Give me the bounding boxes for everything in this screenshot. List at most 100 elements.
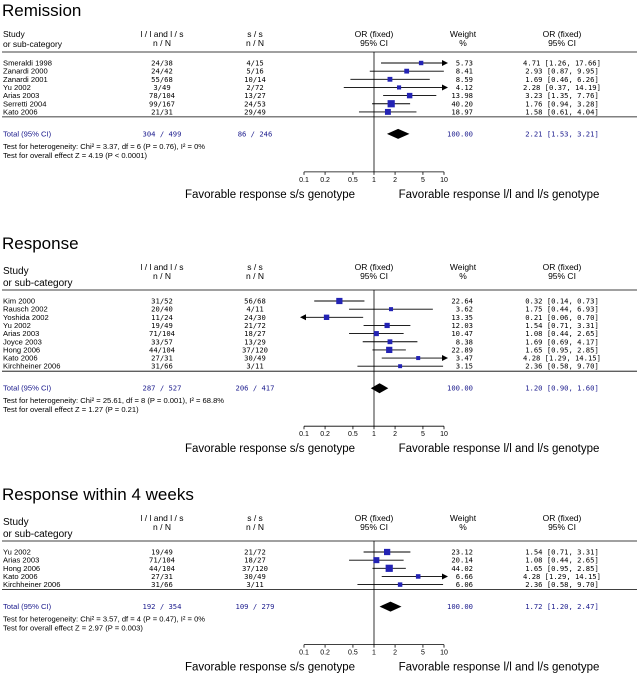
study-label: Zanardi 2000: [3, 67, 48, 76]
x-tick-label: 10: [440, 177, 448, 184]
group2-count: 18/27: [244, 556, 266, 565]
point-estimate: [387, 76, 393, 82]
x-tick-label: 1: [372, 177, 376, 184]
point-estimate: [373, 331, 379, 337]
or-ci-value: 2.28 [0.37, 14.19]: [523, 83, 601, 92]
or-ci-subheader: 95% CI: [548, 271, 576, 281]
group1-count: 44/104: [149, 564, 175, 573]
point-estimate: [323, 314, 330, 320]
group2-count: 2/72: [246, 83, 263, 92]
x-tick-label: 5: [421, 650, 425, 657]
favors-right-label: Favorable response l/l and l/s genotype: [399, 662, 600, 674]
ci-arrow-right: [442, 573, 448, 580]
point-estimate: [387, 339, 393, 345]
group1-subheader: n / N: [153, 271, 171, 281]
x-tick-label: 0.1: [299, 431, 309, 438]
or-ci-value: 0.32 [0.14, 0.73]: [525, 297, 599, 306]
study-header: Study: [3, 266, 29, 277]
group1-count: 71/104: [149, 556, 175, 565]
group2-count: 3/11: [246, 362, 263, 371]
group1-count: 44/104: [149, 345, 175, 354]
or-ci-value: 1.65 [0.95, 2.85]: [525, 345, 599, 354]
favors-right-label: Favorable response l/l and l/s genotype: [399, 189, 600, 201]
ci-arrow-left: [300, 314, 306, 321]
group2-count: 13/29: [244, 337, 266, 346]
point-estimate: [383, 548, 391, 556]
or-plot-subheader: 95% CI: [360, 271, 388, 281]
weight-value: 23.12: [451, 548, 473, 557]
overall-effect-test: Test for overall effect Z = 2.97 (P = 0.…: [3, 624, 143, 633]
point-estimate: [418, 60, 424, 66]
study-label: Zanardi 2001: [3, 75, 48, 84]
weight-value: 22.64: [451, 297, 473, 306]
or-ci-value: 1.69 [0.69, 4.17]: [525, 337, 599, 346]
study-label: Kirchheiner 2006: [3, 362, 60, 371]
or-ci-value: 4.28 [1.29, 14.15]: [523, 354, 601, 363]
or-plot-header: OR (fixed): [355, 262, 394, 272]
favors-left-label: Favorable response s/s genotype: [185, 662, 355, 674]
total-group2: 86 / 246: [238, 129, 273, 138]
or-ci-value: 1.08 [0.44, 2.65]: [525, 556, 599, 565]
group1-count: 99/167: [149, 99, 175, 108]
x-tick-label: 0.5: [348, 650, 358, 657]
weight-value: 13.35: [451, 313, 473, 322]
study-label: Yoshida 2002: [3, 313, 49, 322]
x-tick-label: 0.2: [320, 177, 330, 184]
group1-count: 31/66: [151, 362, 173, 371]
heterogeneity-test: Test for heterogeneity: Chi² = 25.61, df…: [3, 396, 224, 405]
point-estimate: [384, 108, 391, 115]
weight-subheader: %: [459, 271, 467, 281]
group1-subheader: n / N: [153, 38, 171, 48]
ci-arrow-right: [442, 355, 448, 362]
weight-subheader: %: [459, 522, 467, 532]
x-tick-label: 0.1: [299, 650, 309, 657]
group1-count: 19/49: [151, 321, 173, 330]
group2-header: s / s: [247, 513, 263, 523]
x-tick-label: 2: [393, 431, 397, 438]
group2-count: 13/27: [244, 91, 266, 100]
point-estimate: [398, 364, 403, 369]
study-header: Study: [3, 517, 29, 528]
group1-count: 24/38: [151, 59, 173, 68]
weight-value: 6.66: [456, 572, 473, 581]
study-label: Yu 2002: [3, 321, 31, 330]
point-estimate: [373, 557, 380, 564]
group2-count: 21/72: [244, 321, 266, 330]
study-label: Joyce 2003: [3, 337, 42, 346]
total-or-ci: 1.72 [1.20, 2.47]: [525, 602, 599, 611]
weight-value: 8.38: [456, 337, 473, 346]
point-estimate: [397, 582, 403, 587]
weight-header: Weight: [450, 262, 477, 272]
point-estimate: [384, 322, 390, 329]
point-estimate: [404, 68, 410, 74]
study-label: Smeraldi 1998: [3, 59, 52, 68]
group2-count: 18/27: [244, 329, 266, 338]
total-group1: 192 / 354: [143, 602, 182, 611]
group1-count: 31/66: [151, 580, 173, 589]
point-estimate: [415, 574, 421, 579]
or-plot-subheader: 95% CI: [360, 38, 388, 48]
group2-count: 4/11: [246, 305, 263, 314]
favors-left-label: Favorable response s/s genotype: [185, 443, 355, 455]
weight-value: 44.02: [451, 564, 473, 573]
group2-count: 24/30: [244, 313, 266, 322]
section-title: Remission: [2, 1, 81, 20]
favors-right-label: Favorable response l/l and l/s genotype: [399, 443, 600, 455]
group1-subheader: n / N: [153, 522, 171, 532]
group2-subheader: n / N: [246, 522, 264, 532]
overall-effect-test: Test for overall effect Z = 1.27 (P = 0.…: [3, 405, 139, 414]
x-tick-label: 5: [421, 177, 425, 184]
group1-header: l / l and l / s: [141, 29, 184, 39]
study-label: Kato 2006: [3, 107, 38, 116]
weight-value: 40.20: [451, 99, 473, 108]
group2-count: 3/11: [246, 580, 263, 589]
x-tick-label: 5: [421, 431, 425, 438]
study-label: Kato 2006: [3, 354, 38, 363]
x-tick-label: 10: [440, 650, 448, 657]
or-plot-subheader: 95% CI: [360, 522, 388, 532]
study-label: Yu 2002: [3, 548, 31, 557]
x-tick-label: 2: [393, 650, 397, 657]
total-label: Total (95% CI): [3, 602, 52, 611]
group2-header: s / s: [247, 29, 263, 39]
x-tick-label: 10: [440, 431, 448, 438]
